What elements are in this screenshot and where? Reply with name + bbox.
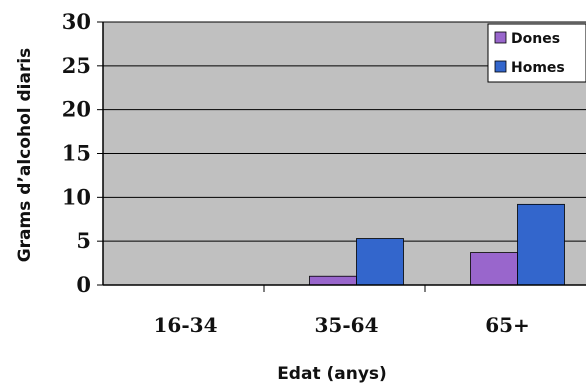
y-tick-label: 10 — [62, 184, 91, 209]
bar-dones-35-64 — [309, 275, 357, 286]
legend-swatch-dones — [494, 31, 507, 44]
y-tick-label: 20 — [62, 97, 91, 122]
y-tick-label: 0 — [76, 272, 91, 297]
legend-swatch-homes — [494, 60, 507, 73]
bar-homes-65+ — [517, 203, 565, 286]
legend: Dones Homes — [487, 23, 586, 83]
x-tick-label: 35-64 — [315, 313, 379, 337]
y-axis-title: Grams d’alcohol diaris — [15, 48, 35, 263]
legend-label-dones: Dones — [511, 31, 560, 47]
legend-label-homes: Homes — [511, 60, 565, 76]
bar-dones-65+ — [470, 252, 518, 286]
y-ticks: 0 5 10 15 20 25 30 — [62, 9, 103, 297]
gridlines — [103, 21, 586, 242]
bars — [309, 203, 565, 286]
x-axis-title: Edat (anys) — [277, 364, 387, 384]
y-tick-label: 25 — [62, 53, 91, 78]
y-tick-label: 15 — [62, 141, 91, 166]
y-tick-label: 5 — [76, 228, 91, 253]
x-ticks: 16-34 35-64 65+ — [154, 285, 530, 337]
x-tick-label: 65+ — [485, 313, 530, 337]
y-tick-label: 30 — [62, 9, 91, 34]
x-tick-label: 16-34 — [154, 313, 218, 337]
bar-homes-35-64 — [356, 238, 404, 286]
